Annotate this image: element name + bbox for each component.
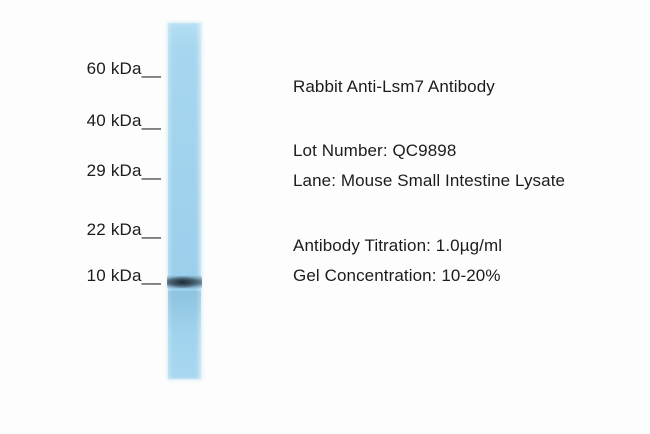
protein-band bbox=[167, 275, 202, 289]
mw-marker-60kda: 60 kDa__ bbox=[86, 59, 161, 78]
gel-concentration: Gel Concentration: 10-20% bbox=[293, 266, 501, 285]
antibody-title: Rabbit Anti-Lsm7 Antibody bbox=[293, 77, 495, 96]
mw-marker-10kda: 10 kDa__ bbox=[86, 266, 161, 285]
mw-marker-29kda: 29 kDa__ bbox=[86, 161, 161, 180]
lane-description: Lane: Mouse Small Intestine Lysate bbox=[293, 171, 566, 190]
band-shadow bbox=[168, 291, 201, 333]
gel-lane bbox=[167, 23, 202, 379]
mw-marker-40kda: 40 kDa__ bbox=[86, 111, 161, 130]
antibody-titration: Antibody Titration: 1.0µg/ml bbox=[293, 236, 503, 255]
mw-marker-22kda: 22 kDa__ bbox=[86, 220, 161, 239]
lot-number: Lot Number: QC9898 bbox=[293, 141, 457, 160]
